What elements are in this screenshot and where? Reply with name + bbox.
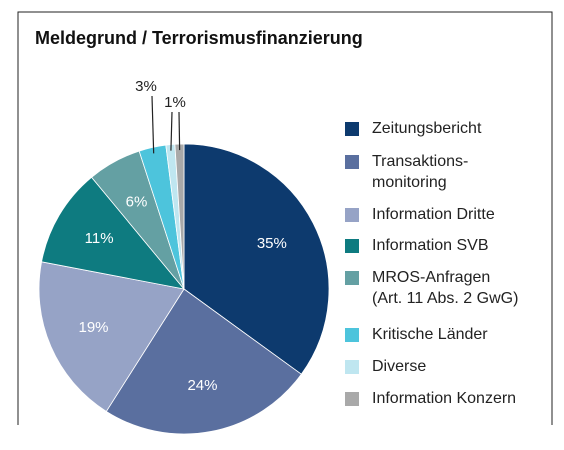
legend-label: Diverse [372,358,427,375]
legend-label: MROS-Anfragen (Art. 11 Abs. 2 GwG) [372,269,519,307]
legend-swatch [345,155,359,169]
legend-swatch [345,239,359,253]
pie-slice [105,288,302,435]
legend-label: Kritische Länder [372,326,488,343]
leader-line [151,95,155,154]
value-label: 19% [78,319,108,336]
pie-slice [183,143,330,375]
leader-line [170,111,173,151]
legend-item: Information Konzern [345,390,516,409]
value-label: 3% [135,78,157,95]
value-label: 6% [126,194,148,211]
legend-swatch [345,360,359,374]
legend-item: Kritische Länder [345,326,488,345]
legend-item: Information SVB [345,237,489,256]
legend-label: Information Dritte [372,206,495,223]
legend-label: Information SVB [372,237,489,254]
legend-item: Diverse [345,358,426,377]
legend-item: Transaktions- monitoring [345,153,468,193]
legend-item: Zeitungsbericht [345,120,481,139]
legend-swatch [345,122,359,136]
legend-label: Zeitungsbericht [372,120,482,137]
legend-item: Information Dritte [345,206,495,225]
pie-slice [38,261,185,412]
chart-title: Meldegrund / Terrorismusfinanzierung [35,28,363,48]
value-label: 1% [164,94,186,111]
legend-label: Transaktions- monitoring [372,153,469,191]
legend-swatch [345,208,359,222]
legend-swatch [345,328,359,342]
value-label: 24% [187,377,217,394]
legend-item: MROS-Anfragen (Art. 11 Abs. 2 GwG) [345,269,518,309]
value-label: 35% [257,235,287,252]
legend-label: Information Konzern [372,390,517,407]
pie-slice [41,176,186,290]
legend-swatch [345,271,359,285]
leader-line [178,111,181,151]
value-label: 11% [85,230,114,247]
frame [17,11,553,425]
legend-swatch [345,392,359,406]
